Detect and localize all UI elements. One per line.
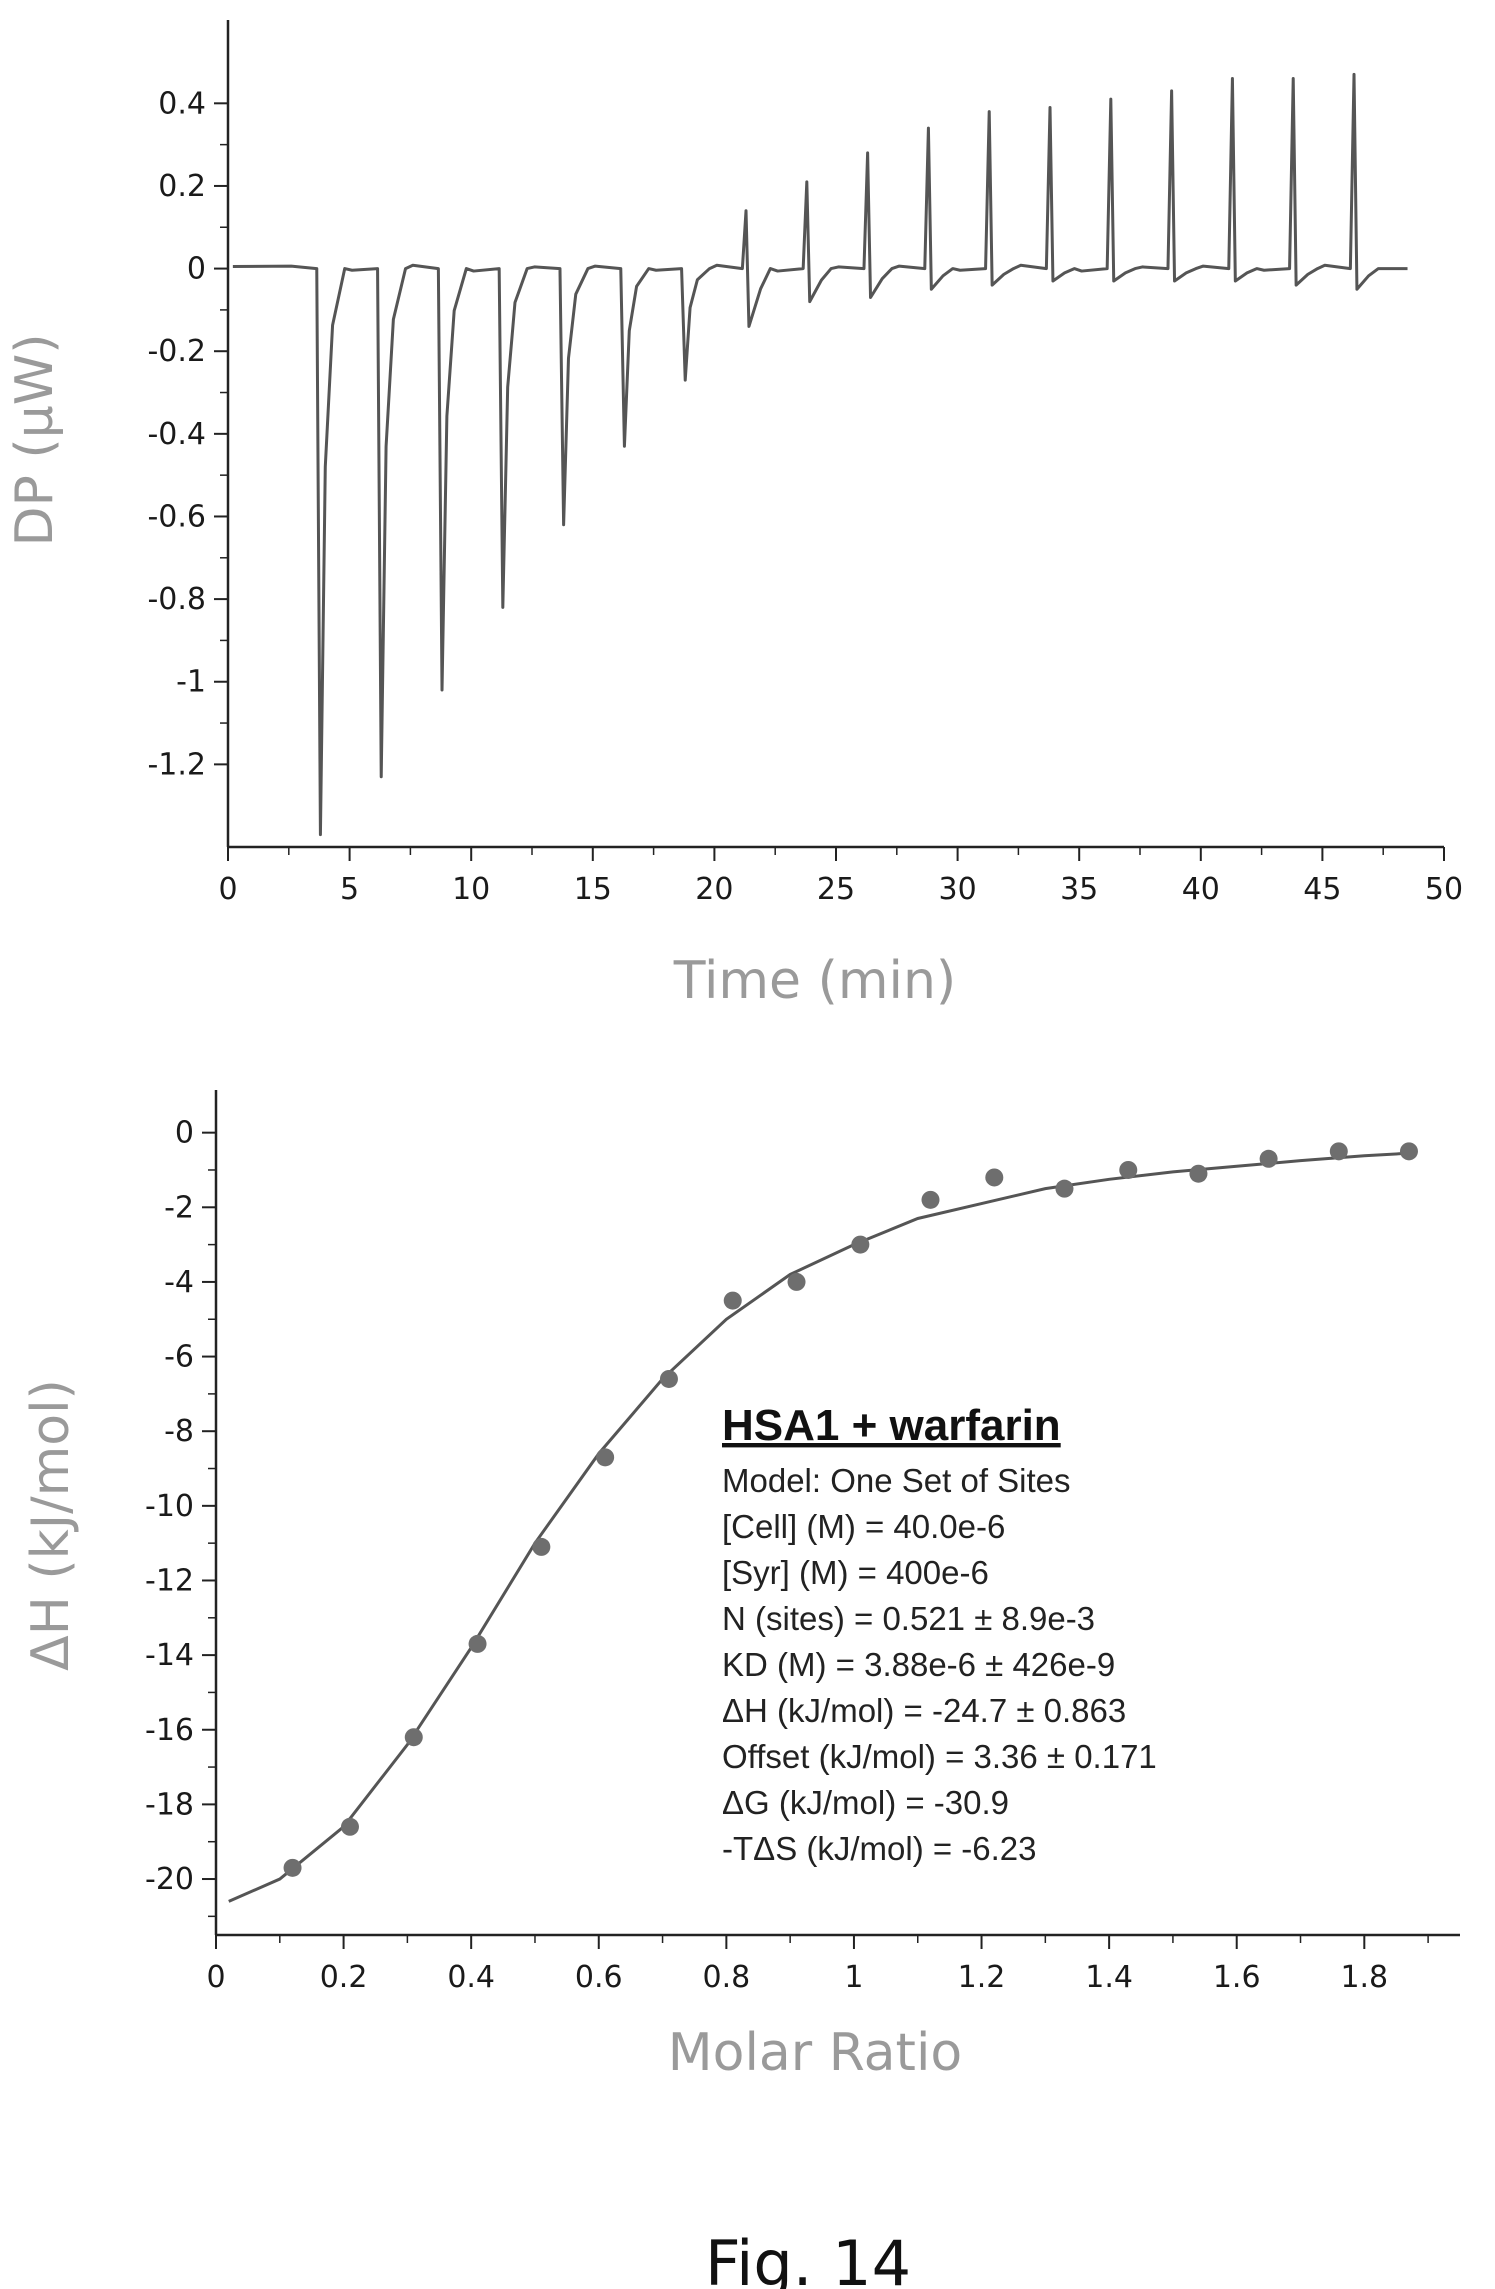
- isotherm-data-point: [283, 1858, 302, 1877]
- thermogram-y-tick-label: -0.2: [147, 334, 206, 369]
- thermogram-y-axis-title: DP (μW): [5, 333, 65, 546]
- isotherm-y-tick-label: -2: [164, 1190, 194, 1225]
- annotation-line-model: Model: One Set of Sites: [722, 1462, 1071, 1499]
- thermogram-x-tick-label: 5: [340, 872, 359, 907]
- isotherm-axes: 0 -2 -4 -6 -8 -10 -12 -14 -16 -18 -20 0 0.2 0.4 0.6 0.8…: [145, 1090, 1460, 1995]
- isotherm-data-points: [283, 1142, 1418, 1877]
- annotation-line-kd: KD (M) = 3.88e-6 ± 426e-9: [722, 1646, 1115, 1683]
- figure-caption: Fig. 14: [705, 2227, 911, 2289]
- thermogram-x-axis-title: Time (min): [673, 951, 956, 1011]
- isotherm-x-tick-label: 0: [206, 1960, 225, 1995]
- isotherm-panel: 0 -2 -4 -6 -8 -10 -12 -14 -16 -18 -20 0 0.2 0.4 0.6 0.8…: [21, 1090, 1460, 2083]
- isotherm-x-tick-label: 0.2: [320, 1960, 368, 1995]
- annotation-line-n-sites: N (sites) = 0.521 ± 8.9e-3: [722, 1600, 1095, 1637]
- isotherm-data-point: [468, 1634, 487, 1653]
- annotation-line-cell: [Cell] (M) = 40.0e-6: [722, 1508, 1005, 1545]
- isotherm-data-point: [1119, 1160, 1138, 1179]
- thermogram-x-tick-label: 45: [1303, 872, 1341, 907]
- isotherm-y-tick-label: -20: [145, 1862, 194, 1897]
- thermogram-x-tick-label: 0: [218, 872, 237, 907]
- isotherm-data-point: [1329, 1142, 1348, 1161]
- isotherm-y-tick-label: 0: [175, 1116, 194, 1151]
- thermogram-y-tick-label: -0.4: [147, 417, 206, 452]
- isotherm-data-point: [921, 1190, 940, 1209]
- isotherm-x-tick-label: 1: [844, 1960, 863, 1995]
- annotation-line-dg: ΔG (kJ/mol) = -30.9: [722, 1784, 1009, 1821]
- thermogram-x-tick-label: 15: [574, 872, 612, 907]
- thermogram-x-tick-label: 10: [452, 872, 490, 907]
- thermogram-y-tick-label: -1.2: [147, 747, 206, 782]
- isotherm-data-point: [1189, 1164, 1208, 1183]
- thermogram-trace: [232, 72, 1408, 837]
- isotherm-data-point: [1259, 1149, 1278, 1168]
- isotherm-y-tick-label: -4: [164, 1265, 194, 1300]
- isotherm-x-tick-label: 0.6: [575, 1960, 623, 1995]
- isotherm-y-tick-label: -6: [164, 1340, 194, 1375]
- isotherm-data-point: [596, 1448, 615, 1467]
- isotherm-data-point: [787, 1272, 806, 1291]
- isotherm-x-tick-label: 1.2: [958, 1960, 1006, 1995]
- isotherm-data-point: [851, 1235, 870, 1254]
- thermogram-y-tick-label: 0.4: [158, 86, 206, 121]
- thermogram-y-tick-label: -1: [176, 665, 206, 700]
- thermogram-y-tick-label: -0.8: [147, 582, 206, 617]
- isotherm-data-point: [659, 1369, 678, 1388]
- isotherm-y-tick-label: -18: [145, 1787, 194, 1822]
- thermogram-y-tick-label: 0.2: [158, 169, 206, 204]
- thermogram-x-tick-label: 20: [695, 872, 733, 907]
- annotation-line-offset: Offset (kJ/mol) = 3.36 ± 0.171: [722, 1738, 1157, 1775]
- isotherm-x-tick-label: 1.4: [1085, 1960, 1133, 1995]
- isotherm-y-tick-label: -8: [164, 1414, 194, 1449]
- fit-results-annotation: HSA1 + warfarin Model: One Set of Sites …: [722, 1401, 1157, 1867]
- isotherm-fit-curve: [228, 1151, 1410, 1903]
- isotherm-data-point: [723, 1291, 742, 1310]
- isotherm-data-point: [1399, 1142, 1418, 1161]
- thermogram-x-tick-label: 35: [1060, 872, 1098, 907]
- thermogram-y-tick-label: -0.6: [147, 499, 206, 534]
- isotherm-x-tick-label: 0.8: [702, 1960, 750, 1995]
- isotherm-x-axis-title: Molar Ratio: [668, 2023, 962, 2083]
- annotation-title: HSA1 + warfarin: [722, 1401, 1061, 1450]
- isotherm-x-tick-label: 1.6: [1213, 1960, 1261, 1995]
- isotherm-y-tick-label: -12: [145, 1563, 194, 1598]
- thermogram-x-tick-label: 30: [939, 872, 977, 907]
- isotherm-data-point: [1055, 1179, 1074, 1198]
- thermogram-panel: 0.4 0.2 0 -0.2 -0.4 -0.6 -0.8 -1 -1.2 0 5 10 15 20 25 3…: [5, 20, 1463, 1011]
- isotherm-x-tick-label: 0.4: [447, 1960, 495, 1995]
- isotherm-y-axis-title: ΔH (kJ/mol): [21, 1379, 81, 1671]
- isotherm-y-tick-label: -10: [145, 1489, 194, 1524]
- isotherm-y-tick-label: -16: [145, 1713, 194, 1748]
- thermogram-trace-line: [232, 72, 1408, 837]
- thermogram-x-tick-label: 50: [1425, 872, 1463, 907]
- annotation-line-dh: ΔH (kJ/mol) = -24.7 ± 0.863: [722, 1692, 1126, 1729]
- annotation-line-syr: [Syr] (M) = 400e-6: [722, 1554, 989, 1591]
- isotherm-data-point: [404, 1728, 423, 1747]
- thermogram-x-tick-label: 25: [817, 872, 855, 907]
- thermogram-axes: 0.4 0.2 0 -0.2 -0.4 -0.6 -0.8 -1 -1.2 0 5 10 15 20 25 3…: [147, 20, 1463, 907]
- thermogram-y-tick-label: 0: [187, 252, 206, 287]
- isotherm-x-tick-label: 1.8: [1340, 1960, 1388, 1995]
- thermogram-x-tick-label: 40: [1182, 872, 1220, 907]
- isotherm-data-point: [340, 1817, 359, 1836]
- isotherm-data-point: [532, 1537, 551, 1556]
- isotherm-y-tick-label: -14: [145, 1638, 194, 1673]
- annotation-line-tds: -TΔS (kJ/mol) = -6.23: [722, 1830, 1037, 1867]
- isotherm-data-point: [985, 1168, 1004, 1187]
